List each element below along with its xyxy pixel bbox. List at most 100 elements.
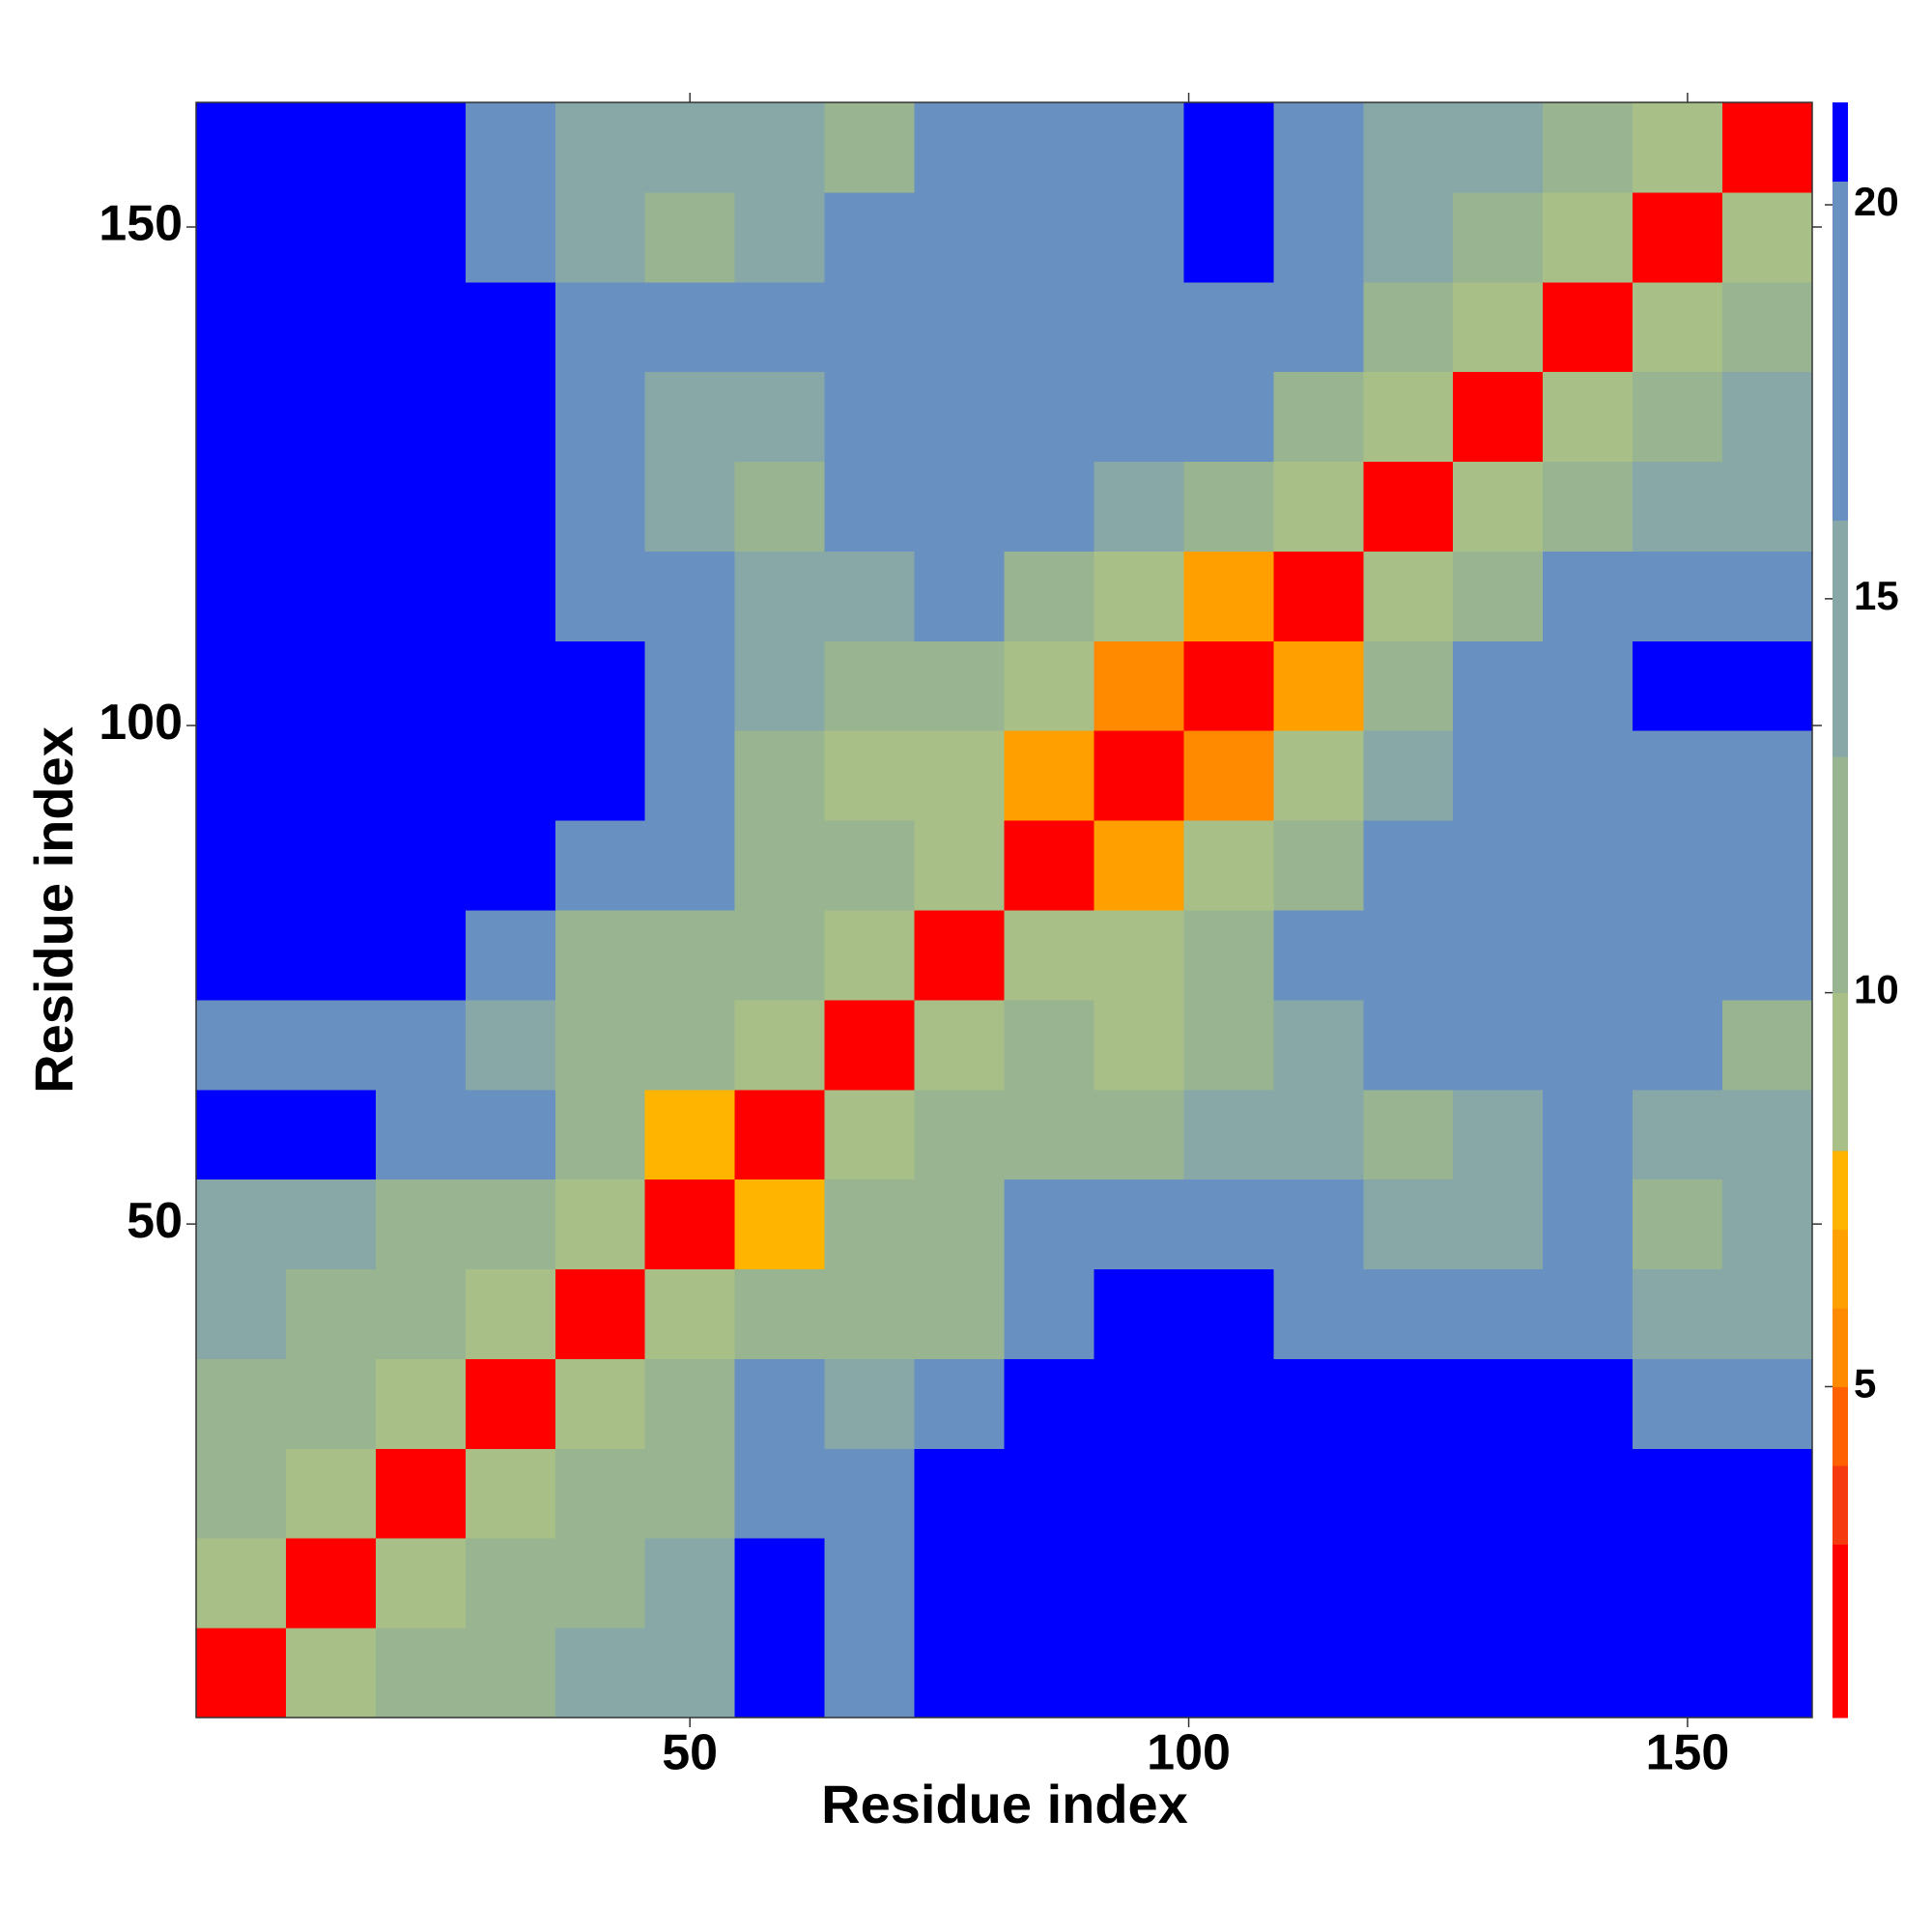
- heatmap-cell: [465, 1089, 556, 1180]
- heatmap-cell: [824, 1358, 916, 1449]
- heatmap-cell: [1363, 1089, 1454, 1180]
- heatmap-cell: [196, 1358, 287, 1449]
- heatmap-cell: [465, 640, 556, 731]
- heatmap-cell: [644, 640, 736, 731]
- heatmap-cell: [1722, 102, 1813, 193]
- colorbar-segment: [1833, 1150, 1848, 1230]
- heatmap-cell: [465, 820, 556, 911]
- colorbar-segment: [1833, 1386, 1848, 1466]
- heatmap-cell: [554, 1089, 646, 1180]
- heatmap-cell: [1633, 461, 1723, 552]
- heatmap-cell: [914, 1089, 1005, 1180]
- heatmap-cell: [465, 371, 556, 463]
- heatmap-cell: [196, 1089, 287, 1180]
- heatmap-cell: [1363, 999, 1454, 1091]
- heatmap-cell: [1094, 1358, 1184, 1449]
- heatmap-cell: [1453, 820, 1544, 911]
- heatmap-cell: [1004, 371, 1094, 463]
- heatmap-cell: [196, 191, 287, 283]
- heatmap-cell: [1273, 1628, 1364, 1719]
- heatmap-cell: [1453, 999, 1544, 1091]
- heatmap-cell: [1094, 191, 1184, 283]
- heatmap-cell: [1633, 640, 1723, 731]
- heatmap-cell: [1453, 1179, 1544, 1270]
- heatmap-cell: [554, 461, 646, 552]
- heatmap-cell: [1183, 820, 1274, 911]
- heatmap-cell: [465, 730, 556, 821]
- heatmap-cell: [734, 371, 826, 463]
- heatmap-cell: [1453, 371, 1544, 463]
- heatmap-cell: [1722, 281, 1813, 373]
- colorbar-segment: [1833, 992, 1848, 1151]
- heatmap-cell: [1183, 281, 1274, 373]
- heatmap-cell: [644, 1089, 736, 1180]
- heatmap-cell: [285, 1628, 377, 1719]
- heatmap-cell: [824, 820, 916, 911]
- heatmap-cell: [375, 371, 467, 463]
- heatmap-cell: [465, 1628, 556, 1719]
- heatmap-cell: [824, 730, 916, 821]
- heatmap-cell: [285, 102, 377, 193]
- heatmap-cell: [1722, 820, 1813, 911]
- heatmap-cell: [465, 461, 556, 552]
- heatmap-cell: [824, 371, 916, 463]
- heatmap-cell: [196, 640, 287, 731]
- heatmap-cell: [554, 1358, 646, 1449]
- heatmap-cell: [1004, 191, 1094, 283]
- heatmap-cell: [1273, 1358, 1364, 1449]
- heatmap-cell: [1094, 102, 1184, 193]
- heatmap-cell: [914, 910, 1005, 1001]
- heatmap-cell: [1453, 1358, 1544, 1449]
- y-tick-label: 150: [99, 196, 183, 252]
- heatmap-cell: [1543, 371, 1634, 463]
- colorbar-segment: [1833, 755, 1848, 994]
- colorbar-segment: [1833, 1229, 1848, 1309]
- heatmap-cell: [914, 371, 1005, 463]
- heatmap-cell: [1633, 1448, 1723, 1539]
- heatmap-cell: [1273, 1538, 1364, 1629]
- heatmap-cell: [914, 102, 1005, 193]
- heatmap-cell: [1453, 1268, 1544, 1359]
- heatmap-cell: [1094, 1268, 1184, 1359]
- heatmap-cell: [1722, 1628, 1813, 1719]
- heatmap-cell: [196, 820, 287, 911]
- x-tick-label: 150: [1646, 1725, 1730, 1781]
- heatmap-cell: [1363, 1448, 1454, 1539]
- heatmap-cell: [465, 551, 556, 641]
- heatmap-cell: [196, 281, 287, 373]
- colorbar-segment: [1833, 520, 1848, 757]
- heatmap-cell: [1183, 102, 1274, 193]
- heatmap-cell: [824, 191, 916, 283]
- heatmap-cell: [1183, 1089, 1274, 1180]
- heatmap-cell: [1273, 102, 1364, 193]
- heatmap-cell: [914, 820, 1005, 911]
- heatmap-cell: [1183, 640, 1274, 731]
- heatmap-cell: [734, 1268, 826, 1359]
- heatmap-cell: [1004, 281, 1094, 373]
- heatmap-cell: [824, 102, 916, 193]
- heatmap-cell: [824, 910, 916, 1001]
- heatmap-cell: [1722, 371, 1813, 463]
- heatmap-cell: [1273, 281, 1364, 373]
- heatmap-cell: [1453, 730, 1544, 821]
- heatmap-cell: [734, 551, 826, 641]
- heatmap-cell: [1722, 730, 1813, 821]
- heatmap-cell: [824, 1538, 916, 1629]
- heatmap-cell: [1543, 820, 1634, 911]
- heatmap-cell: [285, 281, 377, 373]
- heatmap-cell: [554, 1268, 646, 1359]
- heatmap-cell: [196, 1538, 287, 1629]
- heatmap-cell: [644, 730, 736, 821]
- heatmap-cell: [375, 1358, 467, 1449]
- heatmap-cell: [734, 910, 826, 1001]
- heatmap-cell: [1363, 461, 1454, 552]
- heatmap-cell: [644, 281, 736, 373]
- heatmap-cell: [554, 910, 646, 1001]
- heatmap-cell: [1094, 820, 1184, 911]
- heatmap-cell: [1183, 371, 1274, 463]
- heatmap-cell: [554, 281, 646, 373]
- heatmap-cell: [1722, 1089, 1813, 1180]
- heatmap-cell: [1722, 1179, 1813, 1270]
- heatmap-cell: [196, 371, 287, 463]
- heatmap-cell: [1363, 910, 1454, 1001]
